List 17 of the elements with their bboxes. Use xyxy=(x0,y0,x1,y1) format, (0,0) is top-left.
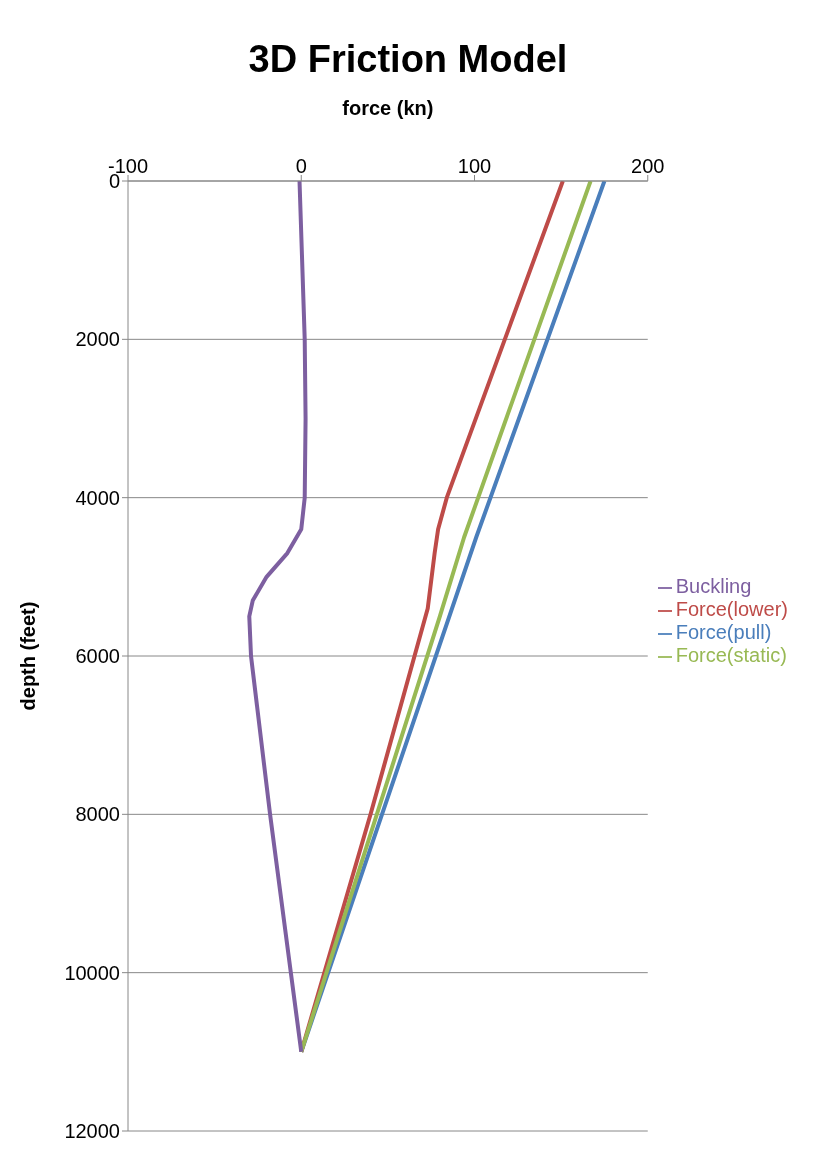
legend-label: Force(static) xyxy=(675,644,787,666)
x-tick-label: 0 xyxy=(295,155,307,177)
legend-label: Force(pull) xyxy=(675,621,772,643)
legend-label: Buckling xyxy=(675,575,752,597)
y-axis-title: depth (feet) xyxy=(17,601,40,711)
x-axis-title: force (kn) xyxy=(342,97,434,120)
legend-label: Force(lower) xyxy=(675,598,788,620)
y-tick-label: 12000 xyxy=(64,1120,120,1143)
x-tick-label: 200 xyxy=(631,155,665,177)
line-series xyxy=(247,181,308,1054)
x-tick-label: 100 xyxy=(457,155,492,177)
y-tick-label: 2000 xyxy=(75,328,120,351)
y-tick-label: 4000 xyxy=(75,486,120,509)
y-tick-label: 6000 xyxy=(75,645,120,668)
y-tick-label: 8000 xyxy=(75,803,120,826)
chart-title: 3D Friction Model xyxy=(247,37,569,82)
y-tick-label: 10000 xyxy=(64,961,120,984)
